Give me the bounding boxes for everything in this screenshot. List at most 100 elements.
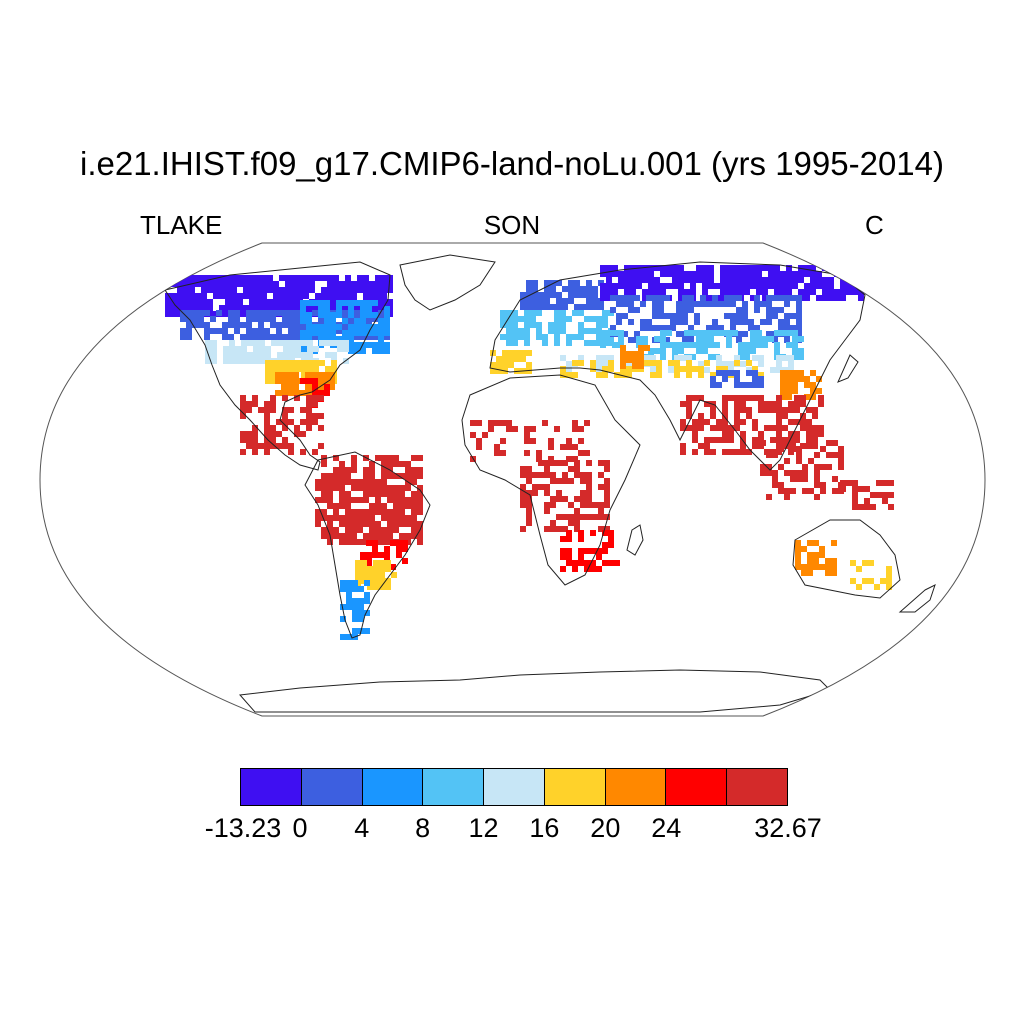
map-cell [291,293,297,299]
map-cell [580,502,586,508]
map-cell [692,395,698,401]
map-cell [321,533,327,539]
map-cell [816,283,822,289]
map-cell [702,330,708,336]
map-cell [672,342,678,348]
map-cell [538,472,544,478]
map-cell [287,390,293,396]
map-cell [776,413,782,419]
map-cell [279,275,285,281]
map-cell [402,540,408,546]
map-cell [826,464,832,470]
colorbar-tick-label: 8 [415,813,431,843]
map-cell [372,342,378,348]
map-cell [312,419,318,425]
map-cell [700,301,706,307]
colorbar-box-5 [543,768,606,806]
map-cell [712,301,718,307]
map-cell [592,502,598,508]
map-cell [524,310,530,316]
map-cell [840,265,846,271]
map-cell [277,340,283,346]
map-cell [313,346,319,352]
map-cell [291,287,297,293]
map-cell [796,307,802,313]
map-cell [722,401,728,407]
map-cell [295,366,301,372]
map-cell [680,419,686,425]
map-cell [796,295,802,301]
map-cell [828,283,834,289]
map-cell [399,503,405,509]
map-cell [768,283,774,289]
map-cell [790,313,796,319]
map-cell [210,316,216,322]
map-cell [838,458,844,464]
map-cell [710,382,716,388]
map-cell [336,328,342,334]
map-cell [710,425,716,431]
map-cell [574,472,580,478]
map-cell [770,401,776,407]
map-cell [798,376,804,382]
map-cell [756,283,762,289]
map-cell [538,304,544,310]
map-cell [572,372,578,378]
map-cell [852,492,858,498]
map-cell [566,372,572,378]
map-cell [265,366,271,372]
map-cell [820,446,826,452]
map-cell [682,301,688,307]
map-cell [762,289,768,295]
map-cell [795,540,801,546]
map-cell [270,401,276,407]
map-cell [357,521,363,527]
map-cell [333,455,339,461]
map-cell [840,289,846,295]
map-cell [764,401,770,407]
map-cell [682,319,688,325]
map-cell [360,318,366,324]
map-cell [343,346,349,352]
map-cell [814,470,820,476]
map-cell [616,295,622,301]
map-cell [698,443,704,449]
map-cell [604,460,610,466]
map-cell [520,292,526,298]
map-cell [746,395,752,401]
map-cell [357,497,363,503]
map-cell [810,265,816,271]
map-cell [560,444,566,450]
map-cell [702,289,708,295]
map-cell [726,336,732,342]
map-cell [287,372,293,378]
map-cell [223,346,229,352]
map-cell [520,298,526,304]
map-cell [578,426,584,432]
map-cell [640,319,646,325]
map-cell [598,514,604,520]
map-cell [514,350,520,356]
map-cell [198,322,204,328]
map-cell [882,492,888,498]
map-cell [189,299,195,305]
map-cell [357,509,363,515]
map-cell [762,277,768,283]
map-cell [201,299,207,305]
map-cell [354,310,360,316]
map-cell [838,452,844,458]
map-cell [810,388,816,394]
map-cell [387,485,393,491]
map-cell [330,324,336,330]
coastline-africa [461,374,641,586]
map-cell [331,366,337,372]
map-cell [678,295,684,301]
map-cell [606,277,612,283]
map-cell [183,305,189,311]
map-cell [294,395,300,401]
map-cell [766,494,772,500]
map-cell [746,413,752,419]
map-cell [574,304,580,310]
map-cell [306,330,312,336]
map-cell [189,305,195,311]
